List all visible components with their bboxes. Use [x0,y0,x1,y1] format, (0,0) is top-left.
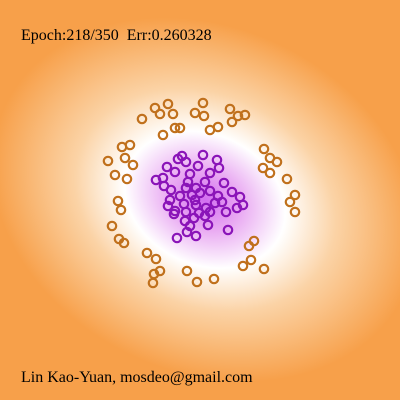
outer-class-point [198,110,210,122]
outer-class-point [136,113,148,125]
outer-class-point [257,162,269,174]
outer-class-point [147,277,159,289]
inner-class-point [162,200,174,212]
outer-class-point [121,173,133,185]
inner-class-point [226,186,238,198]
outer-class-point [169,122,181,134]
inner-class-point [212,190,224,202]
outer-class-point [212,121,224,133]
inner-class-point [199,176,211,188]
inner-class-point [161,161,173,173]
outer-class-point [127,159,139,171]
inner-class-point [231,202,243,214]
inner-class-point [190,230,202,242]
outer-class-point [150,253,162,265]
inner-class-point [204,206,216,218]
outer-class-point [112,195,124,207]
outer-class-point [239,109,251,121]
outer-class-point [102,155,114,167]
outer-class-point [115,204,127,216]
inner-class-points [150,149,249,244]
outer-class-point [162,98,174,110]
outer-class-point [281,173,293,185]
inner-class-point [169,166,181,178]
inner-class-point [222,224,234,236]
inner-class-point [164,194,176,206]
outer-class-point [167,108,179,120]
inner-class-point [220,206,232,218]
inner-class-point [182,176,194,188]
inner-class-point [171,232,183,244]
inner-class-point [204,167,216,179]
outer-class-point [119,152,131,164]
outer-class-point [248,235,260,247]
outer-class-point [224,103,236,115]
outer-class-point [181,265,193,277]
inner-class-point [204,185,216,197]
outer-class-point [245,254,257,266]
outer-class-point [289,189,301,201]
outer-class-point [154,108,166,120]
outer-class-point [208,273,220,285]
inner-class-point [192,160,204,172]
outer-class-point [124,139,136,151]
inner-class-point [218,177,230,189]
outer-class-point [271,156,283,168]
outer-class-point [174,122,186,134]
outer-class-point [191,276,203,288]
outer-class-point [237,260,249,272]
inner-class-point [193,207,205,219]
inner-class-point [202,219,214,231]
outer-class-points [102,97,301,289]
outer-class-point [109,169,121,181]
inner-class-point [165,184,177,196]
outer-class-point [157,129,169,141]
outer-class-point [149,102,161,114]
inner-class-point [180,182,192,194]
outer-class-point [197,97,209,109]
training-status: Epoch:218/350 Err:0.260328 [21,27,212,44]
outer-class-point [106,220,118,232]
outer-class-point [118,237,130,249]
inner-class-point [180,206,192,218]
inner-class-point [174,190,186,202]
inner-class-point [213,162,225,174]
outer-class-point [226,116,238,128]
outer-class-point [189,107,201,119]
author-credit: Lin Kao-Yuan, mosdeo@gmail.com [21,369,253,386]
outer-class-point [264,167,276,179]
outer-class-point [284,196,296,208]
inner-class-point [197,149,209,161]
outer-class-point [141,247,153,259]
inner-class-point [168,208,180,220]
outer-class-point [258,263,270,275]
outer-class-point [258,143,270,155]
inner-class-point [180,156,192,168]
inner-class-point [184,220,196,232]
outer-class-point [232,110,244,122]
inner-class-point [189,194,201,206]
outer-class-point [289,206,301,218]
